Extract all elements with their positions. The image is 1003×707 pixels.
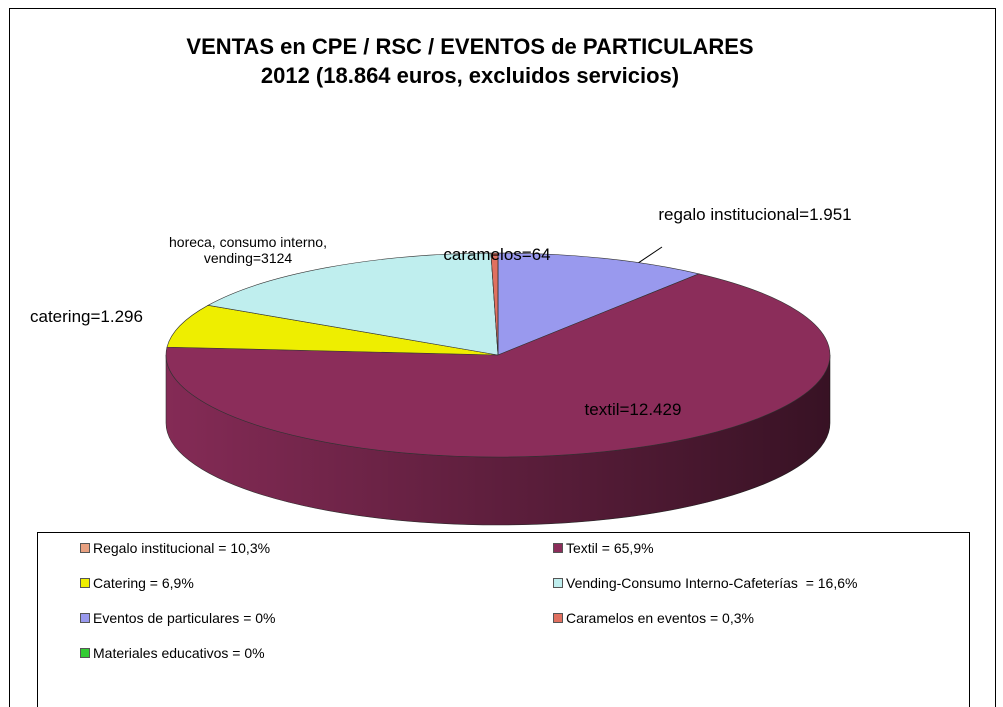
legend-swatch <box>80 648 90 658</box>
legend-item: Textil = 65,9% <box>553 540 654 556</box>
pie-slice <box>207 252 499 356</box>
data-label: caramelos=64 <box>443 245 551 264</box>
legend-label: Materiales educativos = 0% <box>93 645 265 661</box>
legend-swatch <box>80 613 90 623</box>
data-label: textil=12.429 <box>584 400 682 419</box>
legend-item: Eventos de particulares = 0% <box>80 610 276 626</box>
chart-frame <box>9 8 996 707</box>
legend-item: Caramelos en eventos = 0,3% <box>553 610 754 626</box>
legend-item: Vending-Consumo Interno-Cafeterías = 16,… <box>553 575 857 591</box>
legend-swatch <box>553 613 563 623</box>
legend-box <box>37 532 970 707</box>
chart-subtitle: 2012 (18.864 euros, excluidos servicios) <box>260 63 680 88</box>
legend-label: Caramelos en eventos = 0,3% <box>566 610 754 626</box>
legend-swatch <box>80 578 90 588</box>
legend-item: Catering = 6,9% <box>80 575 194 591</box>
legend-item: Materiales educativos = 0% <box>80 645 265 661</box>
legend-label: Catering = 6,9% <box>93 575 194 591</box>
legend-label: Textil = 65,9% <box>566 540 654 556</box>
chart-title: VENTAS en CPE / RSC / EVENTOS de PARTICU… <box>186 34 754 59</box>
pie-side-shade <box>166 355 830 525</box>
pie-slice <box>166 304 499 356</box>
pie-tops <box>165 252 831 458</box>
legend-item: Regalo institucional = 10,3% <box>80 540 270 556</box>
pie-slice <box>497 252 700 356</box>
data-label: horeca, consumo interno, vending=3124 <box>169 234 327 267</box>
data-label: regalo institucional=1.951 <box>658 205 852 224</box>
legend-label: Regalo institucional = 10,3% <box>93 540 271 556</box>
legend-swatch <box>80 543 90 553</box>
legend-swatch <box>553 578 563 588</box>
legend-label: Vending-Consumo Interno-Cafeterías = 16,… <box>566 575 858 591</box>
data-label: catering=1.296 <box>30 307 143 326</box>
legend-swatch <box>553 543 563 553</box>
legend-label: Eventos de particulares = 0% <box>93 610 276 626</box>
pie-slice <box>165 273 831 458</box>
